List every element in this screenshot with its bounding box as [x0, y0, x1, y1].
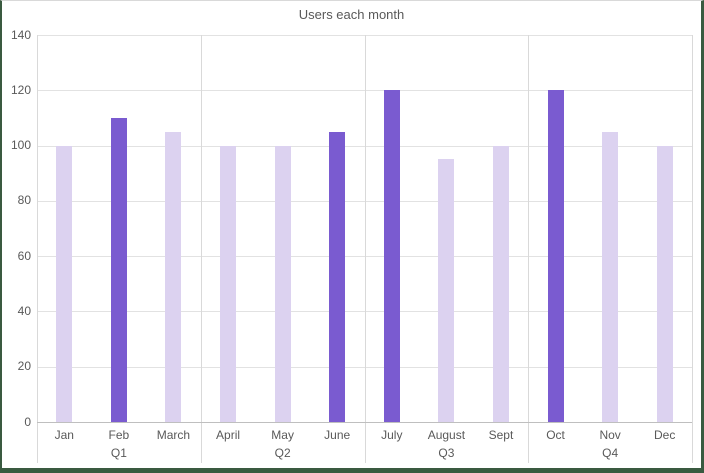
y-tick-label-60: 60 [17, 248, 31, 263]
bar-august [438, 159, 455, 422]
x-label-feb: Feb [108, 428, 130, 442]
x-label-oct: Oct [546, 428, 565, 442]
x-label-jan: Jan [54, 428, 74, 442]
plot-left-edge [37, 35, 38, 463]
bar-feb [110, 117, 127, 422]
bar-june [329, 131, 346, 422]
x-label-nov: Nov [599, 428, 621, 442]
group-label-q4: Q4 [602, 446, 619, 460]
bar-oct [547, 90, 564, 422]
bar-march [165, 131, 182, 422]
group-label-q1: Q1 [110, 446, 127, 460]
bar-jan [56, 145, 73, 422]
y-tick-label-100: 100 [10, 138, 31, 153]
bar-april [220, 145, 237, 422]
x-label-dec: Dec [654, 428, 676, 442]
x-label-april: April [216, 428, 241, 442]
x-label-june: June [324, 428, 351, 442]
quarter-separator-2 [364, 35, 366, 463]
x-label-may: May [271, 428, 294, 442]
x-label-august: August [427, 428, 466, 442]
x-axis-line [37, 422, 692, 423]
quarter-separator-3 [528, 35, 530, 463]
x-label-sept: Sept [488, 428, 514, 442]
plot-right-edge [692, 35, 693, 463]
bar-sept [492, 145, 509, 422]
y-tick-label-140: 140 [10, 27, 31, 42]
y-tick-label-120: 120 [10, 82, 31, 97]
chart-title: Users each month [298, 7, 405, 22]
group-label-q3: Q3 [438, 446, 455, 460]
y-tick-label-0: 0 [24, 414, 31, 429]
group-label-q2: Q2 [274, 446, 291, 460]
bar-nov [602, 131, 619, 422]
bar-july [383, 90, 400, 422]
y-tick-label-80: 80 [17, 193, 31, 208]
y-tick-label-20: 20 [17, 359, 31, 374]
x-label-march: March [156, 428, 191, 442]
quarter-separator-1 [200, 35, 202, 463]
bar-may [274, 145, 291, 422]
y-tick-label-40: 40 [17, 303, 31, 318]
bar-dec [656, 145, 673, 422]
x-label-july: July [381, 428, 403, 442]
